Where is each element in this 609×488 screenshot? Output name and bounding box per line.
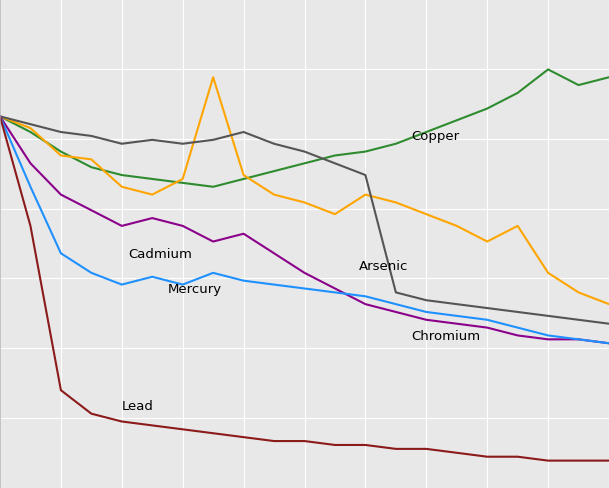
Text: Lead: Lead (122, 400, 153, 412)
Text: Mercury: Mercury (167, 283, 222, 295)
Text: Chromium: Chromium (411, 329, 481, 342)
Text: Cadmium: Cadmium (128, 247, 192, 260)
Text: Copper: Copper (411, 130, 459, 143)
Text: Arsenic: Arsenic (359, 259, 409, 272)
